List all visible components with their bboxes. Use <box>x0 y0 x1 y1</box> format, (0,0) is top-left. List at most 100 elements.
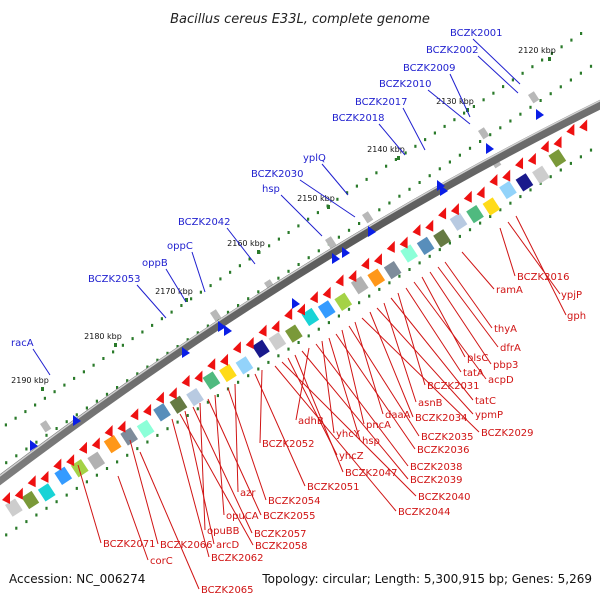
reverse-gene-arrow <box>143 403 152 416</box>
gene-label: yhcY <box>336 429 361 440</box>
scale-dot <box>226 310 230 314</box>
scale-dot <box>45 506 48 510</box>
gene-label: BCZK2042 <box>178 217 231 228</box>
scale-dot <box>116 460 119 464</box>
forward-gene-arrow <box>73 415 81 426</box>
scale-tick-label: 2120 kbp <box>518 46 556 55</box>
leader-line <box>335 333 416 450</box>
scale-dot <box>136 372 139 376</box>
leader-line <box>328 337 361 441</box>
reverse-gene: BCZK2055 <box>207 398 316 522</box>
leader-line <box>397 292 426 386</box>
scale-dot <box>472 105 475 108</box>
scale-dot <box>570 38 573 42</box>
scale-dot <box>206 400 209 404</box>
leader-line <box>281 361 417 497</box>
scale-dot <box>428 174 431 178</box>
reverse-gene: ypmP <box>376 307 503 421</box>
leader-line <box>477 55 519 94</box>
reverse-gene-arrow <box>220 353 229 366</box>
gene-label: BCZK2036 <box>417 445 470 456</box>
scale-dot <box>424 138 427 142</box>
scale-dot <box>404 151 407 155</box>
scale-dot <box>216 394 219 398</box>
forward-gene: hsp <box>262 184 323 237</box>
reverse-gene-arrow <box>463 190 472 203</box>
scale-dot <box>519 112 522 116</box>
gene-label: BCZK2038 <box>410 462 463 473</box>
scale-tick-mark <box>397 156 400 160</box>
gene-label: arcD <box>216 540 240 551</box>
scale-dot <box>327 321 330 325</box>
gene-label: racA <box>11 338 34 349</box>
reverse-gene-arrow <box>566 123 575 136</box>
scale-dot <box>418 181 421 184</box>
reverse-gene-arrow <box>245 336 254 349</box>
feature-block <box>219 363 237 383</box>
scale-dot <box>448 241 451 245</box>
scale-dot <box>358 222 361 225</box>
reverse-gene-arrow <box>527 152 536 165</box>
scale-tick-label: 2190 kbp <box>11 376 49 385</box>
reverse-gene-arrow <box>335 274 344 287</box>
feature-block <box>383 260 402 280</box>
reverse-gene: yhcZ <box>287 357 364 462</box>
leader-line <box>376 307 474 415</box>
scale-dot <box>199 290 202 294</box>
reverse-gene: BCZK2039 <box>301 350 463 486</box>
scale-dot <box>55 500 58 504</box>
reverse-gene: BCZK2035 <box>348 325 474 443</box>
gene-label: BCZK2001 <box>450 28 503 39</box>
forward-gene: racA <box>11 338 51 376</box>
scale-dot <box>438 167 441 171</box>
reverse-gene: pncA <box>341 329 391 431</box>
gene-label: opuCA <box>226 511 259 522</box>
leader-line <box>444 261 493 329</box>
leader-line <box>437 266 499 348</box>
leader-line <box>287 357 338 456</box>
leader-line <box>354 321 384 415</box>
forward-gene-arrow <box>332 253 340 264</box>
feature-block <box>169 395 188 414</box>
gene-label: BCZK2040 <box>418 492 471 503</box>
scale-dot <box>238 264 241 268</box>
scale-dot <box>146 365 149 369</box>
scale-tick-mark <box>114 343 117 347</box>
scale-tick: 2170 kbp <box>155 287 193 302</box>
scale-dot <box>438 248 441 252</box>
scale-tick-label: 2150 kbp <box>297 194 335 203</box>
scale-dot <box>209 284 212 288</box>
scale-dot <box>55 427 58 430</box>
scale-dot <box>34 403 37 407</box>
forward-gene: BCZK2010 <box>379 79 471 125</box>
scale-dot <box>25 447 28 451</box>
scale-dot <box>560 45 563 49</box>
feature-block <box>70 459 89 478</box>
scale-dot <box>317 327 320 331</box>
gene-label: adhB <box>298 416 324 427</box>
forward-gene-arrow <box>536 109 544 120</box>
gene-label: BCZK2071 <box>103 539 156 550</box>
forward-gene-arrow <box>486 143 494 154</box>
reverse-gene: gph <box>515 215 586 322</box>
scale-dot <box>196 407 199 411</box>
scale-dot <box>35 513 38 517</box>
leader-line <box>214 394 225 516</box>
scale-dot <box>25 520 28 524</box>
feature-block <box>252 339 270 358</box>
scale-dot <box>75 486 78 490</box>
scale-dot <box>408 187 411 191</box>
leader-line <box>274 365 397 512</box>
scale-dot <box>579 71 582 75</box>
scale-dot <box>267 360 270 364</box>
scale-dot <box>116 386 119 389</box>
scale-dot <box>287 269 290 273</box>
gene-label: thyA <box>494 324 517 335</box>
reverse-gene: BCZK2052 <box>259 369 315 450</box>
leader-line <box>507 221 561 295</box>
scale-dot <box>247 374 250 378</box>
reverse-gene: arcD <box>184 410 240 551</box>
scale-dot <box>180 304 183 307</box>
scale-dot <box>75 413 78 417</box>
gene-label: opuBB <box>207 526 240 537</box>
